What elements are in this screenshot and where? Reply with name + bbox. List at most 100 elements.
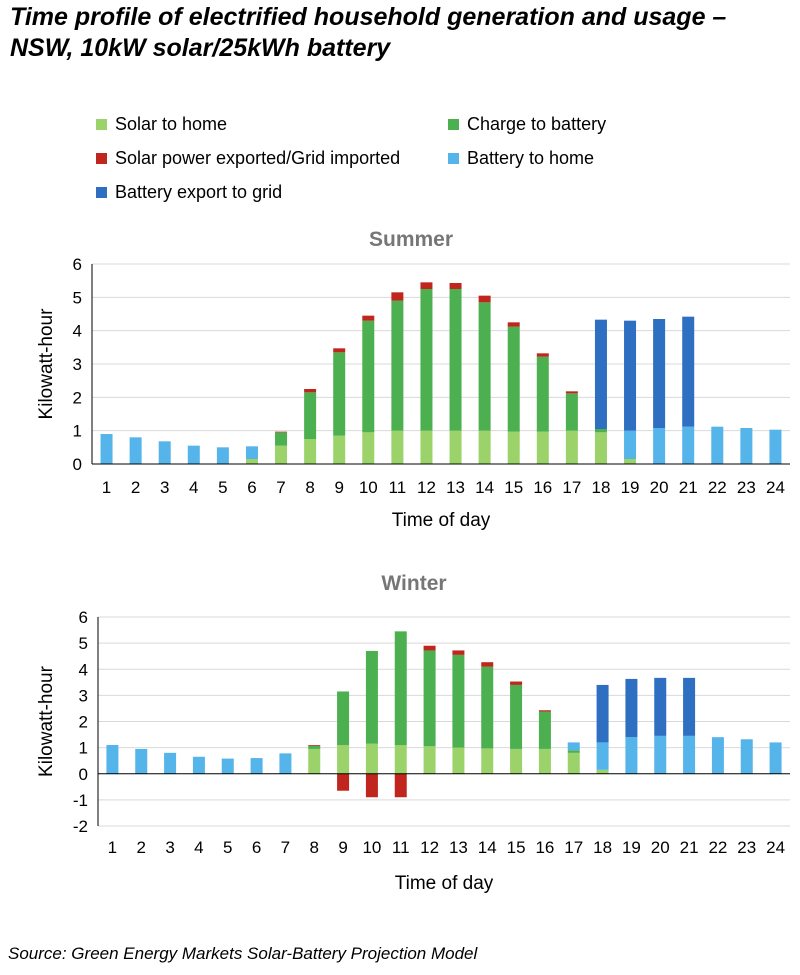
winter-x-tick-label: 12 — [420, 838, 439, 857]
summer-x-tick-label: 9 — [334, 478, 343, 497]
summer-bar-solar-power-exported-grid-imported — [333, 348, 346, 353]
legend-label: Battery to home — [467, 148, 595, 168]
summer-x-tick-label: 12 — [417, 478, 436, 497]
summer-bar-charge-to-battery — [333, 352, 346, 436]
legend-swatch — [96, 119, 107, 130]
legend-label: Solar to home — [115, 114, 228, 134]
summer-bar-solar-to-home — [304, 439, 317, 464]
winter-x-tick-label: 2 — [137, 838, 146, 857]
summer-bar-battery-export-to-grid — [624, 320, 637, 431]
winter-bar-solar-to-home — [394, 745, 407, 774]
summer-bar-battery-export-to-grid — [594, 319, 607, 429]
summer-bar-charge-to-battery — [275, 432, 288, 446]
summer-y-tick-label: 6 — [73, 255, 82, 274]
summer-bar-charge-to-battery — [391, 300, 404, 431]
summer-bar-battery-to-home — [740, 428, 753, 464]
summer-y-tick-label: 3 — [73, 355, 82, 374]
summer-bar-charge-to-battery — [304, 392, 317, 439]
winter-bar-solar-to-home — [365, 743, 378, 774]
summer-x-tick-label: 1 — [102, 478, 111, 497]
summer-y-tick-label: 0 — [73, 455, 82, 474]
winter-x-tick-label: 18 — [593, 838, 612, 857]
winter-bar-solar-to-home — [510, 748, 523, 774]
winter-y-tick-label: 4 — [79, 660, 88, 679]
summer-bar-battery-to-home — [100, 434, 113, 464]
winter-bar-battery-export-to-grid — [596, 684, 609, 743]
winter-bar-solar-to-home — [308, 748, 321, 774]
winter-bar-battery-to-home — [106, 745, 119, 774]
winter-bar-charge-to-battery — [481, 666, 494, 749]
winter-bar-battery-to-home — [192, 756, 205, 774]
summer-x-axis-title: Time of day — [392, 510, 491, 531]
summer-bar-solar-to-home — [449, 430, 462, 464]
winter-bar-battery-to-home — [250, 758, 263, 774]
summer-bar-solar-to-home — [245, 459, 258, 464]
winter-bar-solar-to-home — [337, 745, 350, 774]
winter-bar-charge-to-battery — [394, 631, 407, 746]
winter-y-tick-label: -2 — [73, 817, 88, 836]
summer-bar-solar-to-home — [624, 459, 637, 464]
winter-x-tick-label: 4 — [194, 838, 203, 857]
winter-bar-charge-to-battery — [452, 654, 465, 748]
summer-x-tick-label: 15 — [504, 478, 523, 497]
winter-y-tick-label: 1 — [79, 739, 88, 758]
summer-bar-solar-power-exported-grid-imported — [304, 389, 317, 393]
winter-bar-battery-to-home — [740, 739, 753, 774]
winter-x-tick-label: 14 — [478, 838, 497, 857]
winter-bar-battery-to-home — [567, 742, 580, 751]
legend-label: Solar power exported/Grid imported — [115, 148, 401, 168]
winter-chart-title: Winter — [381, 572, 446, 595]
summer-bar-solar-to-home — [362, 432, 375, 464]
winter-x-tick-label: 7 — [281, 838, 290, 857]
summer-y-tick-label: 4 — [73, 322, 82, 341]
winter-bar-charge-to-battery — [423, 650, 436, 747]
summer-x-tick-label: 5 — [218, 478, 227, 497]
winter-x-tick-label: 5 — [223, 838, 232, 857]
winter-bar-solar-to-home — [567, 752, 580, 774]
winter-x-tick-label: 21 — [680, 838, 699, 857]
winter-bar-battery-to-home — [135, 748, 148, 774]
summer-bar-solar-power-exported-grid-imported — [362, 315, 375, 321]
summer-bar-battery-export-to-grid — [653, 319, 666, 428]
winter-bar-charge-to-battery — [337, 691, 350, 746]
summer-x-tick-label: 3 — [160, 478, 169, 497]
summer-x-tick-label: 19 — [621, 478, 640, 497]
summer-x-tick-label: 18 — [591, 478, 610, 497]
legend-label: Battery export to grid — [115, 182, 283, 202]
summer-bar-charge-to-battery — [362, 320, 375, 433]
summer-y-tick-label: 1 — [73, 422, 82, 441]
winter-bar-charge-to-battery — [538, 711, 551, 749]
summer-bar-battery-to-home — [129, 437, 142, 464]
winter-bar-battery-export-to-grid — [625, 678, 638, 738]
legend-item-solar-to-home: Solar to home — [96, 114, 227, 135]
summer-x-tick-label: 7 — [276, 478, 285, 497]
summer-x-tick-label: 21 — [679, 478, 698, 497]
winter-bar-solar-to-home — [452, 747, 465, 774]
summer-bar-battery-to-home — [769, 429, 782, 464]
winter-bar-charge-to-battery — [567, 750, 580, 753]
winter-y-axis-title: Kilowatt-hour — [36, 665, 57, 777]
winter-bar-solar-power-exported-grid-imported — [337, 773, 350, 791]
summer-bar-battery-to-home — [187, 445, 200, 464]
summer-x-tick-label: 13 — [446, 478, 465, 497]
summer-bar-solar-to-home — [333, 435, 346, 464]
summer-chart-title: Summer — [369, 228, 453, 251]
winter-x-tick-label: 10 — [362, 838, 381, 857]
winter-x-axis-title: Time of day — [395, 873, 494, 894]
winter-bar-solar-power-exported-grid-imported — [394, 773, 407, 798]
summer-bar-battery-export-to-grid — [682, 316, 695, 427]
winter-bar-solar-power-exported-grid-imported — [365, 773, 378, 798]
summer-bar-solar-power-exported-grid-imported — [478, 295, 491, 303]
summer-bar-solar-to-home — [565, 430, 578, 464]
winter-bar-battery-export-to-grid — [683, 677, 696, 736]
summer-bar-solar-to-home — [536, 431, 549, 464]
winter-bar-solar-to-home — [538, 748, 551, 774]
legend-swatch — [448, 153, 459, 164]
winter-bar-battery-to-home — [683, 735, 696, 774]
legend-label: Charge to battery — [467, 114, 607, 134]
summer-bar-battery-to-home — [653, 428, 666, 464]
summer-x-tick-label: 8 — [305, 478, 314, 497]
winter-y-tick-label: 5 — [79, 634, 88, 653]
summer-x-tick-label: 6 — [247, 478, 256, 497]
